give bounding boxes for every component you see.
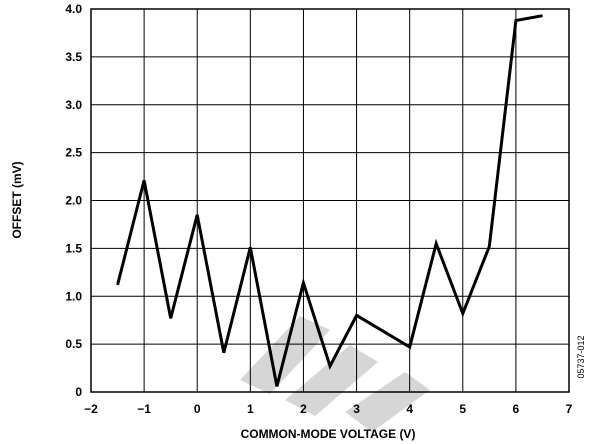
data-point <box>223 352 225 354</box>
x-tick-label: 2 <box>300 402 307 416</box>
y-tick-label: 0 <box>75 385 82 399</box>
x-tick-label: 7 <box>566 402 573 416</box>
y-axis-label: OFFSET (mV) <box>10 161 24 238</box>
x-tick-label: −1 <box>137 402 151 416</box>
x-tick-label: 1 <box>247 402 254 416</box>
y-tick-label: 2.0 <box>65 194 82 208</box>
y-tick-label: 3.0 <box>65 98 82 112</box>
watermark-logo <box>240 316 430 432</box>
data-point <box>276 385 278 387</box>
data-point <box>117 284 119 286</box>
data-point <box>541 15 543 17</box>
x-tick-label: 4 <box>406 402 413 416</box>
x-tick-label: 5 <box>459 402 466 416</box>
series-layer <box>116 14 543 387</box>
y-tick-labels: 0 0.5 1.0 1.5 2.0 2.5 3.0 3.5 4.0 <box>65 2 82 399</box>
data-point <box>249 246 251 248</box>
data-point <box>143 179 145 181</box>
grid <box>90 8 570 393</box>
y-tick-label: 0.5 <box>65 337 82 351</box>
y-tick-label: 1.0 <box>65 289 82 303</box>
x-tick-label: 6 <box>513 402 520 416</box>
data-point <box>170 317 172 319</box>
data-point <box>515 19 517 21</box>
series-line <box>116 14 543 387</box>
data-point <box>329 365 331 367</box>
x-axis-label: COMMON-MODE VOLTAGE (V) <box>241 427 416 441</box>
y-tick-label: 2.5 <box>65 146 82 160</box>
data-point <box>462 312 464 314</box>
data-point <box>409 346 411 348</box>
data-point <box>302 282 304 284</box>
plot-frame <box>90 8 570 393</box>
x-tick-label: 3 <box>353 402 360 416</box>
data-point <box>435 243 437 245</box>
data-point <box>196 214 198 216</box>
y-tick-label: 3.5 <box>65 50 82 64</box>
data-point <box>488 245 490 247</box>
data-point <box>356 314 358 316</box>
x-tick-label: −2 <box>84 402 98 416</box>
figure-id: 05737-012 <box>576 335 586 378</box>
x-tick-labels: −2 −1 0 1 2 3 4 5 6 7 <box>84 402 573 416</box>
y-tick-label: 4.0 <box>65 2 82 16</box>
x-tick-label: 0 <box>194 402 201 416</box>
y-tick-label: 1.5 <box>65 241 82 255</box>
